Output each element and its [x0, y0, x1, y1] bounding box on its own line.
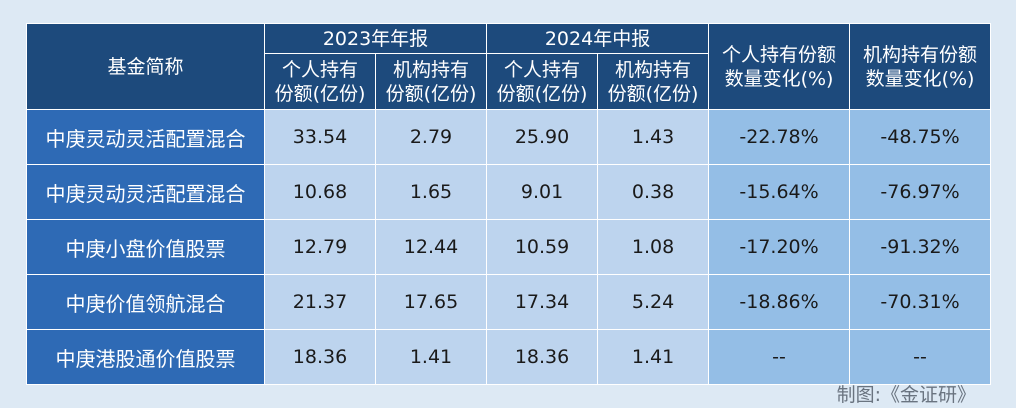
personal-change-cell: --: [708, 329, 851, 385]
personal-share-2023-cell: 10.68: [264, 164, 376, 220]
header-group-2023: 2023年年报: [263, 23, 488, 54]
header-institution-change: 机构持有份额 数量变化(%): [849, 23, 992, 110]
fund-holdings-table: 基金简称 2023年年报 2024年中报 个人持有份额 数量变化(%) 机构持有…: [26, 23, 992, 385]
header-institution-change-line1: 机构持有份额: [863, 43, 978, 66]
header-institution-share-2023-line1: 机构持有: [393, 58, 470, 81]
institution-share-2024-cell: 1.08: [597, 219, 710, 275]
table-row: 中庚灵动灵活配置混合 10.68 1.65 9.01 0.38 -15.64% …: [26, 164, 992, 220]
header-personal-change-line1: 个人持有份额: [722, 43, 837, 66]
institution-share-2023-cell: 1.41: [374, 329, 488, 385]
institution-change-cell: -48.75%: [849, 109, 992, 165]
personal-change-cell: -17.20%: [708, 219, 851, 275]
personal-change-cell: -15.64%: [708, 164, 851, 220]
personal-share-2024-cell: 9.01: [486, 164, 599, 220]
table-row: 中庚小盘价值股票 12.79 12.44 10.59 1.08 -17.20% …: [26, 219, 992, 275]
institution-change-cell: -76.97%: [849, 164, 992, 220]
institution-share-2023-cell: 12.44: [374, 219, 488, 275]
fund-name-cell: 中庚港股通价值股票: [26, 329, 265, 385]
table-row: 中庚灵动灵活配置混合 33.54 2.79 25.90 1.43 -22.78%…: [26, 109, 992, 165]
header-fund-name: 基金简称: [26, 23, 265, 110]
personal-share-2024-cell: 10.59: [486, 219, 599, 275]
institution-change-cell: --: [849, 329, 992, 385]
personal-share-2023-cell: 18.36: [264, 329, 376, 385]
fund-name-cell: 中庚灵动灵活配置混合: [26, 109, 265, 165]
source-caption: 制图:《金证研》: [836, 384, 976, 406]
header-institution-share-2023-line2: 份额(亿份): [385, 82, 477, 105]
header-personal-change: 个人持有份额 数量变化(%): [708, 23, 851, 110]
header-institution-share-2023: 机构持有 份额(亿份): [374, 53, 488, 110]
header-personal-share-2023-line2: 份额(亿份): [274, 82, 366, 105]
institution-share-2024-cell: 1.43: [597, 109, 710, 165]
header-institution-share-2024-line2: 份额(亿份): [607, 82, 699, 105]
institution-share-2023-cell: 1.65: [374, 164, 488, 220]
header-personal-change-line2: 数量变化(%): [724, 67, 834, 90]
header-personal-share-2024-line1: 个人持有: [504, 58, 581, 81]
header-institution-share-2024: 机构持有 份额(亿份): [597, 53, 710, 110]
institution-share-2023-cell: 17.65: [374, 274, 488, 330]
personal-share-2024-cell: 18.36: [486, 329, 599, 385]
header-institution-change-line2: 数量变化(%): [865, 67, 975, 90]
header-personal-share-2023: 个人持有 份额(亿份): [264, 53, 376, 110]
institution-change-cell: -70.31%: [849, 274, 992, 330]
personal-share-2024-cell: 25.90: [486, 109, 599, 165]
fund-name-cell: 中庚灵动灵活配置混合: [26, 164, 265, 220]
institution-share-2024-cell: 5.24: [597, 274, 710, 330]
institution-share-2024-cell: 0.38: [597, 164, 710, 220]
header-personal-share-2024: 个人持有 份额(亿份): [486, 53, 599, 110]
personal-change-cell: -18.86%: [708, 274, 851, 330]
header-personal-share-2023-line1: 个人持有: [281, 58, 358, 81]
fund-name-cell: 中庚价值领航混合: [26, 274, 265, 330]
personal-share-2023-cell: 12.79: [264, 219, 376, 275]
personal-share-2023-cell: 33.54: [264, 109, 376, 165]
header-personal-share-2024-line2: 份额(亿份): [496, 82, 588, 105]
institution-share-2024-cell: 1.41: [597, 329, 710, 385]
table-row: 中庚价值领航混合 21.37 17.65 17.34 5.24 -18.86% …: [26, 274, 992, 330]
personal-share-2024-cell: 17.34: [486, 274, 599, 330]
header-institution-share-2024-line1: 机构持有: [615, 58, 692, 81]
personal-share-2023-cell: 21.37: [264, 274, 376, 330]
institution-change-cell: -91.32%: [849, 219, 992, 275]
table-row: 中庚港股通价值股票 18.36 1.41 18.36 1.41 -- --: [26, 329, 992, 385]
personal-change-cell: -22.78%: [708, 109, 851, 165]
institution-share-2023-cell: 2.79: [374, 109, 488, 165]
fund-name-cell: 中庚小盘价值股票: [26, 219, 265, 275]
header-group-2024: 2024年中报: [486, 23, 710, 54]
